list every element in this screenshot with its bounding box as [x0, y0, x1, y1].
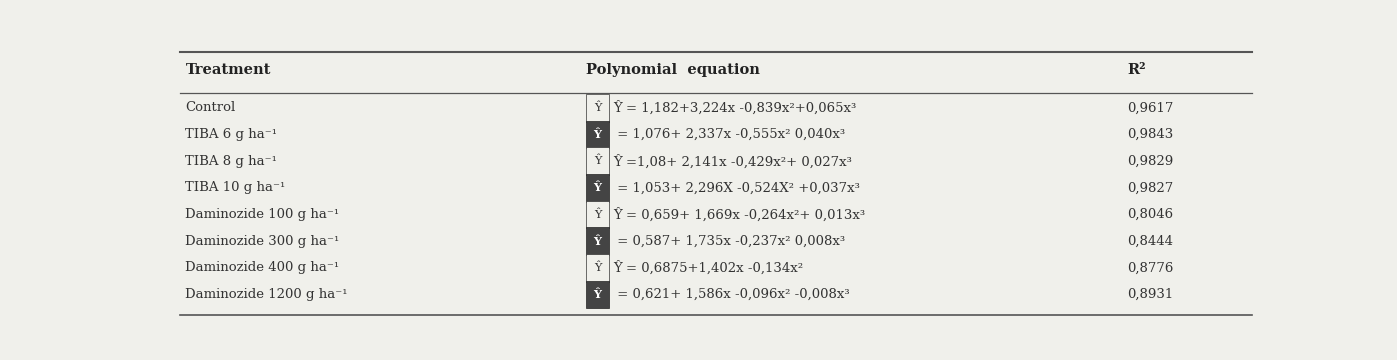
Text: Daminozide 400 g ha⁻¹: Daminozide 400 g ha⁻¹ — [186, 261, 339, 274]
FancyBboxPatch shape — [587, 94, 609, 122]
Text: Ŷ: Ŷ — [594, 183, 602, 193]
Text: Ŷ: Ŷ — [594, 263, 601, 273]
Text: Control: Control — [186, 101, 236, 114]
FancyBboxPatch shape — [587, 174, 609, 202]
Text: = 1,076+ 2,337x -0,555x² 0,040x³: = 1,076+ 2,337x -0,555x² 0,040x³ — [613, 128, 845, 141]
Text: 0,8046: 0,8046 — [1127, 208, 1173, 221]
FancyBboxPatch shape — [587, 228, 609, 255]
Text: 0,8931: 0,8931 — [1127, 288, 1173, 301]
Text: 0,9827: 0,9827 — [1127, 181, 1173, 194]
Text: Ŷ = 1,182+3,224x -0,839x²+0,065x³: Ŷ = 1,182+3,224x -0,839x²+0,065x³ — [613, 101, 856, 115]
Text: Ŷ: Ŷ — [594, 103, 601, 113]
Text: Daminozide 1200 g ha⁻¹: Daminozide 1200 g ha⁻¹ — [186, 288, 348, 301]
FancyBboxPatch shape — [587, 121, 609, 148]
Text: Ŷ: Ŷ — [594, 209, 601, 220]
Text: = 1,053+ 2,296X -0,524X² +0,037x³: = 1,053+ 2,296X -0,524X² +0,037x³ — [613, 181, 861, 194]
Text: Ŷ = 0,6875+1,402x -0,134x²: Ŷ = 0,6875+1,402x -0,134x² — [613, 261, 803, 275]
Text: 0,9617: 0,9617 — [1127, 101, 1173, 114]
Text: Daminozide 100 g ha⁻¹: Daminozide 100 g ha⁻¹ — [186, 208, 339, 221]
Text: Ŷ: Ŷ — [594, 236, 602, 247]
Text: Polynomial  equation: Polynomial equation — [587, 63, 760, 77]
Text: = 0,621+ 1,586x -0,096x² -0,008x³: = 0,621+ 1,586x -0,096x² -0,008x³ — [613, 288, 849, 301]
Text: 0,8444: 0,8444 — [1127, 235, 1173, 248]
Text: Ŷ =1,08+ 2,141x -0,429x²+ 0,027x³: Ŷ =1,08+ 2,141x -0,429x²+ 0,027x³ — [613, 154, 852, 168]
Text: Daminozide 300 g ha⁻¹: Daminozide 300 g ha⁻¹ — [186, 235, 339, 248]
Text: 0,9829: 0,9829 — [1127, 155, 1173, 168]
FancyBboxPatch shape — [587, 281, 609, 309]
Text: TIBA 6 g ha⁻¹: TIBA 6 g ha⁻¹ — [186, 128, 278, 141]
FancyBboxPatch shape — [587, 254, 609, 282]
FancyBboxPatch shape — [587, 201, 609, 228]
Text: 0,9843: 0,9843 — [1127, 128, 1173, 141]
Text: = 0,587+ 1,735x -0,237x² 0,008x³: = 0,587+ 1,735x -0,237x² 0,008x³ — [613, 235, 845, 248]
Text: Ŷ: Ŷ — [594, 129, 602, 140]
Text: R²: R² — [1127, 63, 1146, 77]
Text: Ŷ: Ŷ — [594, 289, 602, 300]
Text: Treatment: Treatment — [186, 63, 271, 77]
Text: TIBA 10 g ha⁻¹: TIBA 10 g ha⁻¹ — [186, 181, 286, 194]
Text: 0,8776: 0,8776 — [1127, 261, 1173, 274]
Text: Ŷ = 0,659+ 1,669x -0,264x²+ 0,013x³: Ŷ = 0,659+ 1,669x -0,264x²+ 0,013x³ — [613, 207, 865, 222]
Text: Ŷ: Ŷ — [594, 156, 601, 166]
Text: TIBA 8 g ha⁻¹: TIBA 8 g ha⁻¹ — [186, 155, 278, 168]
FancyBboxPatch shape — [587, 147, 609, 175]
